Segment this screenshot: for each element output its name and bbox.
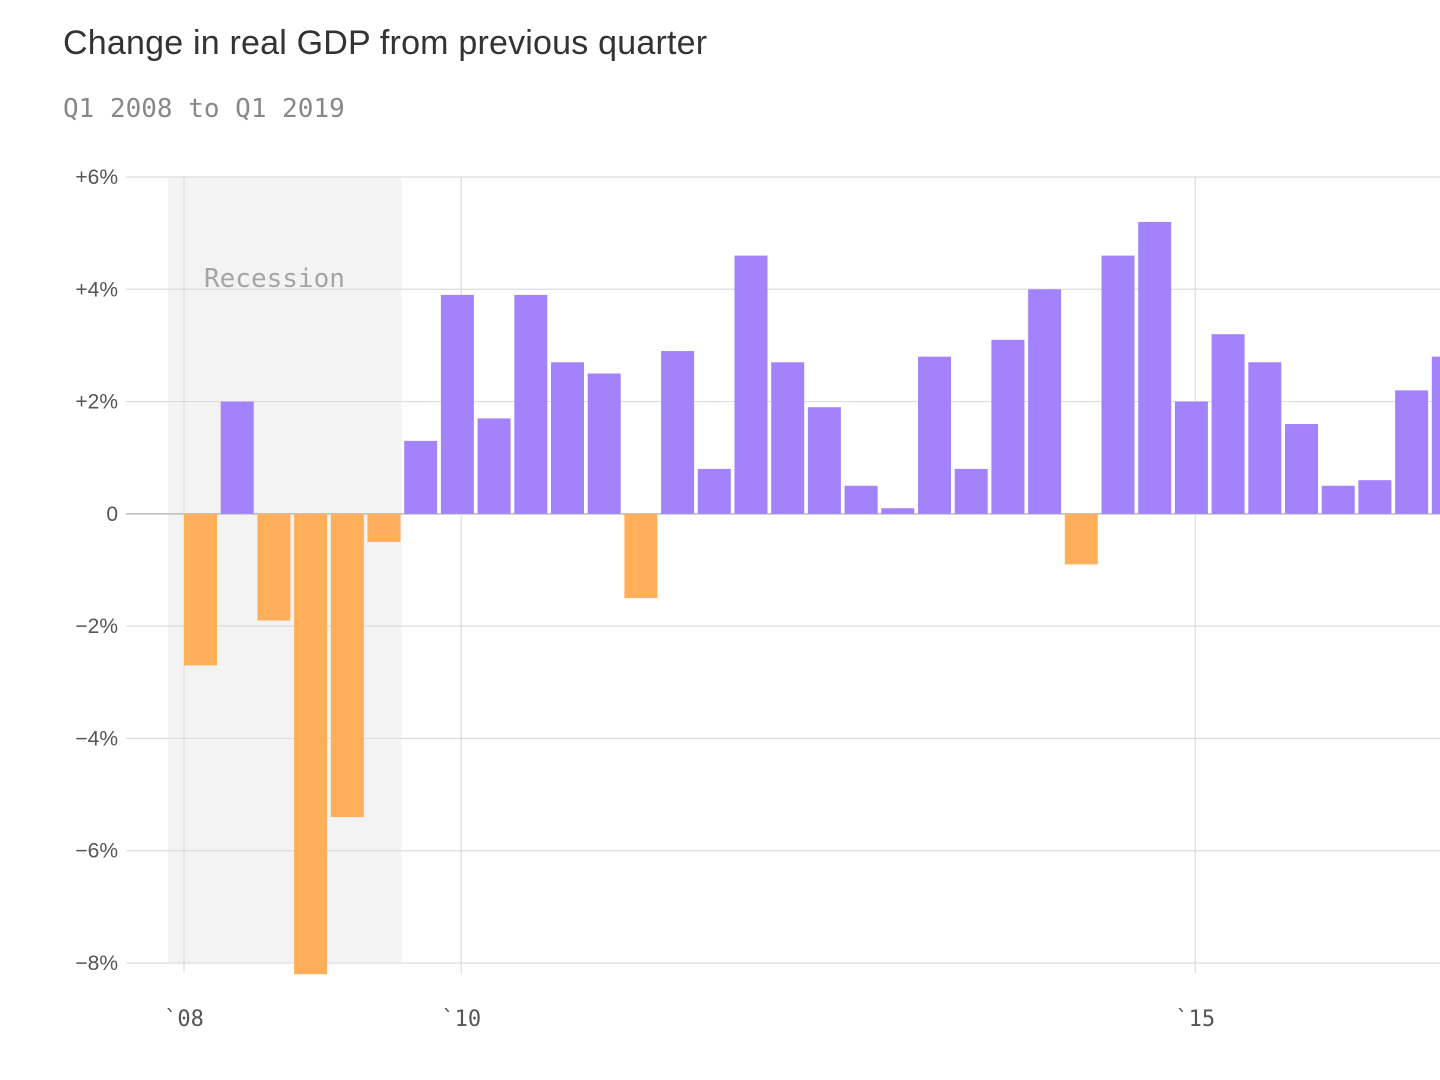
bar-2014-q1: [1064, 513, 1098, 565]
bar-2014-q2: [1101, 255, 1135, 514]
bar-2013-q4: [1028, 289, 1062, 514]
bar-2013-q3: [991, 339, 1025, 514]
bar-2011-q1: [624, 513, 658, 599]
bar-2014-q3: [1138, 221, 1172, 514]
bar-2010-q3: [551, 362, 584, 514]
bar-2009-q3: [404, 440, 438, 514]
y-tick-label: +6%: [75, 166, 118, 189]
bar-2012-q1: [771, 362, 805, 514]
bar-2016-q2: [1395, 390, 1429, 514]
bar-2013-q2: [954, 468, 988, 514]
y-tick-label: −6%: [75, 840, 118, 863]
bar-2008-q2: [220, 401, 254, 514]
y-tick-label: −2%: [75, 615, 118, 638]
bar-2009-q1: [330, 513, 364, 818]
bar-2010-q4: [587, 373, 621, 514]
bar-2015-q3: [1285, 424, 1318, 514]
grid-layer: [126, 176, 1440, 973]
bar-2008-q4: [294, 513, 328, 975]
bar-2012-q3: [844, 485, 878, 514]
bar-2016-q1: [1358, 480, 1392, 514]
bar-2010-q1: [477, 418, 511, 514]
bar-2009-q4: [440, 294, 474, 514]
bar-2016-q3: [1431, 356, 1440, 514]
bar-2009-q2: [367, 513, 401, 542]
bar-layer: [184, 221, 1440, 975]
bar-2013-q1: [918, 356, 951, 514]
axis-layer: +6% +4% +2% 0 −2% −4% −6% −8% `08 `10 `15: [75, 166, 1215, 1032]
bar-2014-q4: [1174, 401, 1208, 514]
bar-2011-q2: [661, 351, 695, 514]
x-tick-label: `10: [441, 1007, 481, 1032]
y-tick-label: −8%: [75, 952, 118, 975]
chart-subtitle: Q1 2008 to Q1 2019: [63, 94, 345, 124]
y-tick-label: +2%: [75, 391, 118, 414]
x-tick-label: `15: [1175, 1007, 1215, 1032]
y-tick-label: +4%: [75, 278, 118, 301]
bar-2015-q4: [1321, 485, 1355, 514]
bar-2008-q1: [184, 513, 217, 666]
y-tick-label: 0: [106, 503, 118, 526]
bar-2008-q3: [257, 513, 291, 621]
bar-2012-q4: [881, 508, 915, 514]
bar-2012-q2: [807, 407, 841, 514]
bar-2015-q1: [1211, 334, 1245, 514]
bar-2010-q2: [514, 294, 548, 514]
y-tick-label: −4%: [75, 727, 118, 750]
bar-2015-q2: [1248, 362, 1282, 514]
bar-2011-q3: [697, 468, 731, 514]
x-tick-label: `08: [164, 1007, 204, 1032]
chart-title: Change in real GDP from previous quarter: [63, 24, 708, 62]
bar-2011-q4: [734, 255, 768, 514]
